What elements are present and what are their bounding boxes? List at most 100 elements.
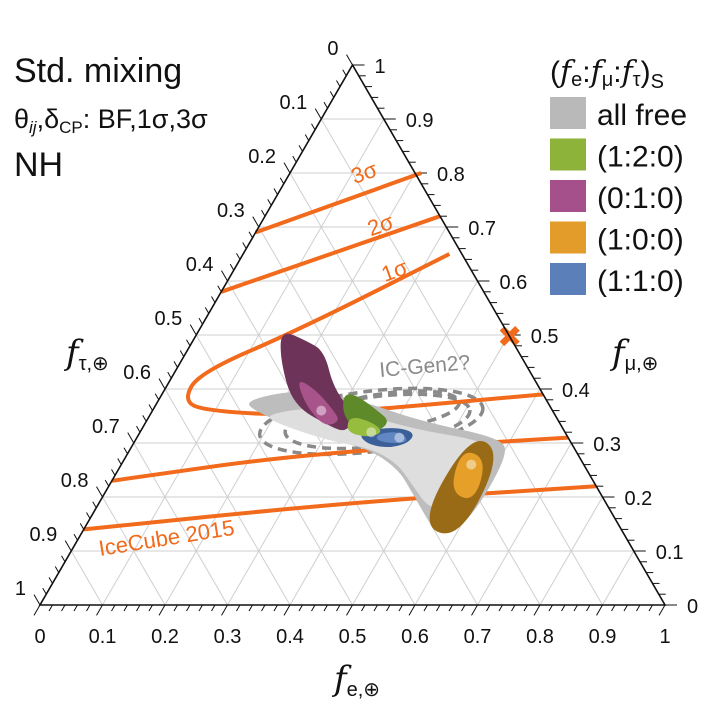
tick-label-ftau: 1 xyxy=(15,578,26,600)
tick-bottom xyxy=(136,604,141,612)
icecube-contour xyxy=(254,171,422,235)
tick-bottom xyxy=(73,604,78,612)
region-1-2-0-1sigma xyxy=(347,418,381,437)
region-1-1-0-1sigma xyxy=(376,432,407,443)
tick-label-fmu: 0.7 xyxy=(468,218,496,240)
grid-line-fe xyxy=(539,496,603,606)
tick-left xyxy=(323,101,328,109)
tick-bottom xyxy=(611,604,616,612)
tick-left xyxy=(329,91,335,98)
region-1-2-0-best-fit xyxy=(366,427,377,438)
tick-label-fmu: 0.2 xyxy=(625,488,653,510)
tick-label-fmu: 0.4 xyxy=(562,380,590,402)
tick-label-fmu: 0.9 xyxy=(406,110,434,132)
tick-bottom xyxy=(533,604,541,616)
tick-bottom xyxy=(361,604,366,612)
tick-label-fe: 0.3 xyxy=(214,626,242,648)
grid-line-ftau xyxy=(320,118,603,606)
tick-bottom xyxy=(158,604,166,616)
tick-left xyxy=(173,361,178,368)
tick-label-fmu: 0.8 xyxy=(437,164,465,186)
legend-label: all free xyxy=(597,99,687,132)
tick-bottom xyxy=(511,604,516,612)
tick-left xyxy=(204,307,210,314)
tick-left xyxy=(73,533,78,541)
tick-left xyxy=(142,415,147,422)
grid-line-fe xyxy=(602,550,635,606)
tick-bottom xyxy=(398,604,403,612)
tick-left xyxy=(92,501,97,509)
tick-bottom xyxy=(596,604,603,616)
tick-left xyxy=(64,540,72,552)
tick-bottom xyxy=(236,604,241,612)
tick-bottom xyxy=(623,604,628,612)
region-0-1-0-3sigma xyxy=(280,333,353,431)
title-hierarchy: NH xyxy=(14,146,63,184)
label-1sigma: 1σ xyxy=(378,254,411,286)
grid-line-fe xyxy=(477,442,572,606)
tick-left xyxy=(33,594,41,606)
tick-left xyxy=(304,134,310,141)
tick-left xyxy=(54,566,60,573)
tick-left xyxy=(248,231,253,239)
tick-left xyxy=(104,479,110,487)
tick-left xyxy=(217,285,222,293)
tick-label-fe: 0.6 xyxy=(401,626,429,648)
tick-left xyxy=(123,447,128,455)
tick-bottom xyxy=(336,604,341,612)
subtitle-params: θij,δCP: BF,1σ,3σ xyxy=(14,104,208,137)
tick-bottom xyxy=(123,604,128,612)
triangle-frame xyxy=(38,63,667,606)
tick-label-fe: 0.2 xyxy=(151,626,179,648)
tick-label-ftau: 0.3 xyxy=(217,200,245,222)
tick-bottom xyxy=(586,604,591,612)
region-all-free-inner xyxy=(269,408,487,508)
title-mixing: Std. mixing xyxy=(14,52,182,90)
tick-left xyxy=(154,393,160,401)
tick-left xyxy=(273,188,278,195)
grid-line-ftau xyxy=(195,334,353,606)
legend: (fe:fμ:fτ)S all free (1:2:0) (0:1:0) (1:0:0… xyxy=(550,55,687,298)
tick-bottom xyxy=(186,604,191,612)
tick-left xyxy=(283,162,291,174)
grid-line-ftau xyxy=(133,442,228,606)
tick-label-fe: 0.5 xyxy=(339,626,367,648)
tick-bottom xyxy=(548,604,553,612)
tick-bottom xyxy=(273,604,278,612)
tick-bottom xyxy=(283,604,291,616)
tick-label-ftau: 0.6 xyxy=(123,362,151,384)
tick-left xyxy=(61,555,66,563)
tick-bottom xyxy=(148,604,153,612)
tick-bottom xyxy=(33,604,41,616)
icecube-contour xyxy=(220,214,441,294)
legend-swatch xyxy=(550,138,586,171)
region-1-0-0-best-fit xyxy=(466,459,477,470)
legend-swatch xyxy=(550,263,586,295)
tick-bottom xyxy=(448,604,453,612)
tick-left xyxy=(86,512,91,519)
tick-bottom xyxy=(436,604,441,612)
tick-left xyxy=(117,458,122,465)
tick-label-fmu: 0.5 xyxy=(531,326,559,348)
tick-bottom xyxy=(111,604,116,612)
region-0-1-0-best-fit xyxy=(316,405,327,416)
tick-label-fe: 1 xyxy=(659,626,670,648)
label-ic-gen2: IC-Gen2? xyxy=(378,351,471,382)
axis-label-mu: fμ,⊕ xyxy=(609,333,658,375)
tick-left xyxy=(211,296,216,303)
tick-bottom xyxy=(408,604,416,616)
tick-bottom xyxy=(261,604,266,612)
icecube-contour xyxy=(83,484,597,532)
tick-left xyxy=(279,177,285,185)
tick-label-ftau: 0.8 xyxy=(61,470,89,492)
tick-bottom xyxy=(221,604,228,616)
label-3sigma: 3σ xyxy=(348,156,381,188)
icecube-contour xyxy=(186,252,544,416)
tick-left xyxy=(342,69,347,77)
grid-line-ftau xyxy=(70,550,103,606)
tick-left xyxy=(96,486,103,498)
tick-bottom xyxy=(173,604,178,612)
axis-label-tau: fτ,⊕ xyxy=(63,333,109,375)
tick-left xyxy=(229,263,235,271)
